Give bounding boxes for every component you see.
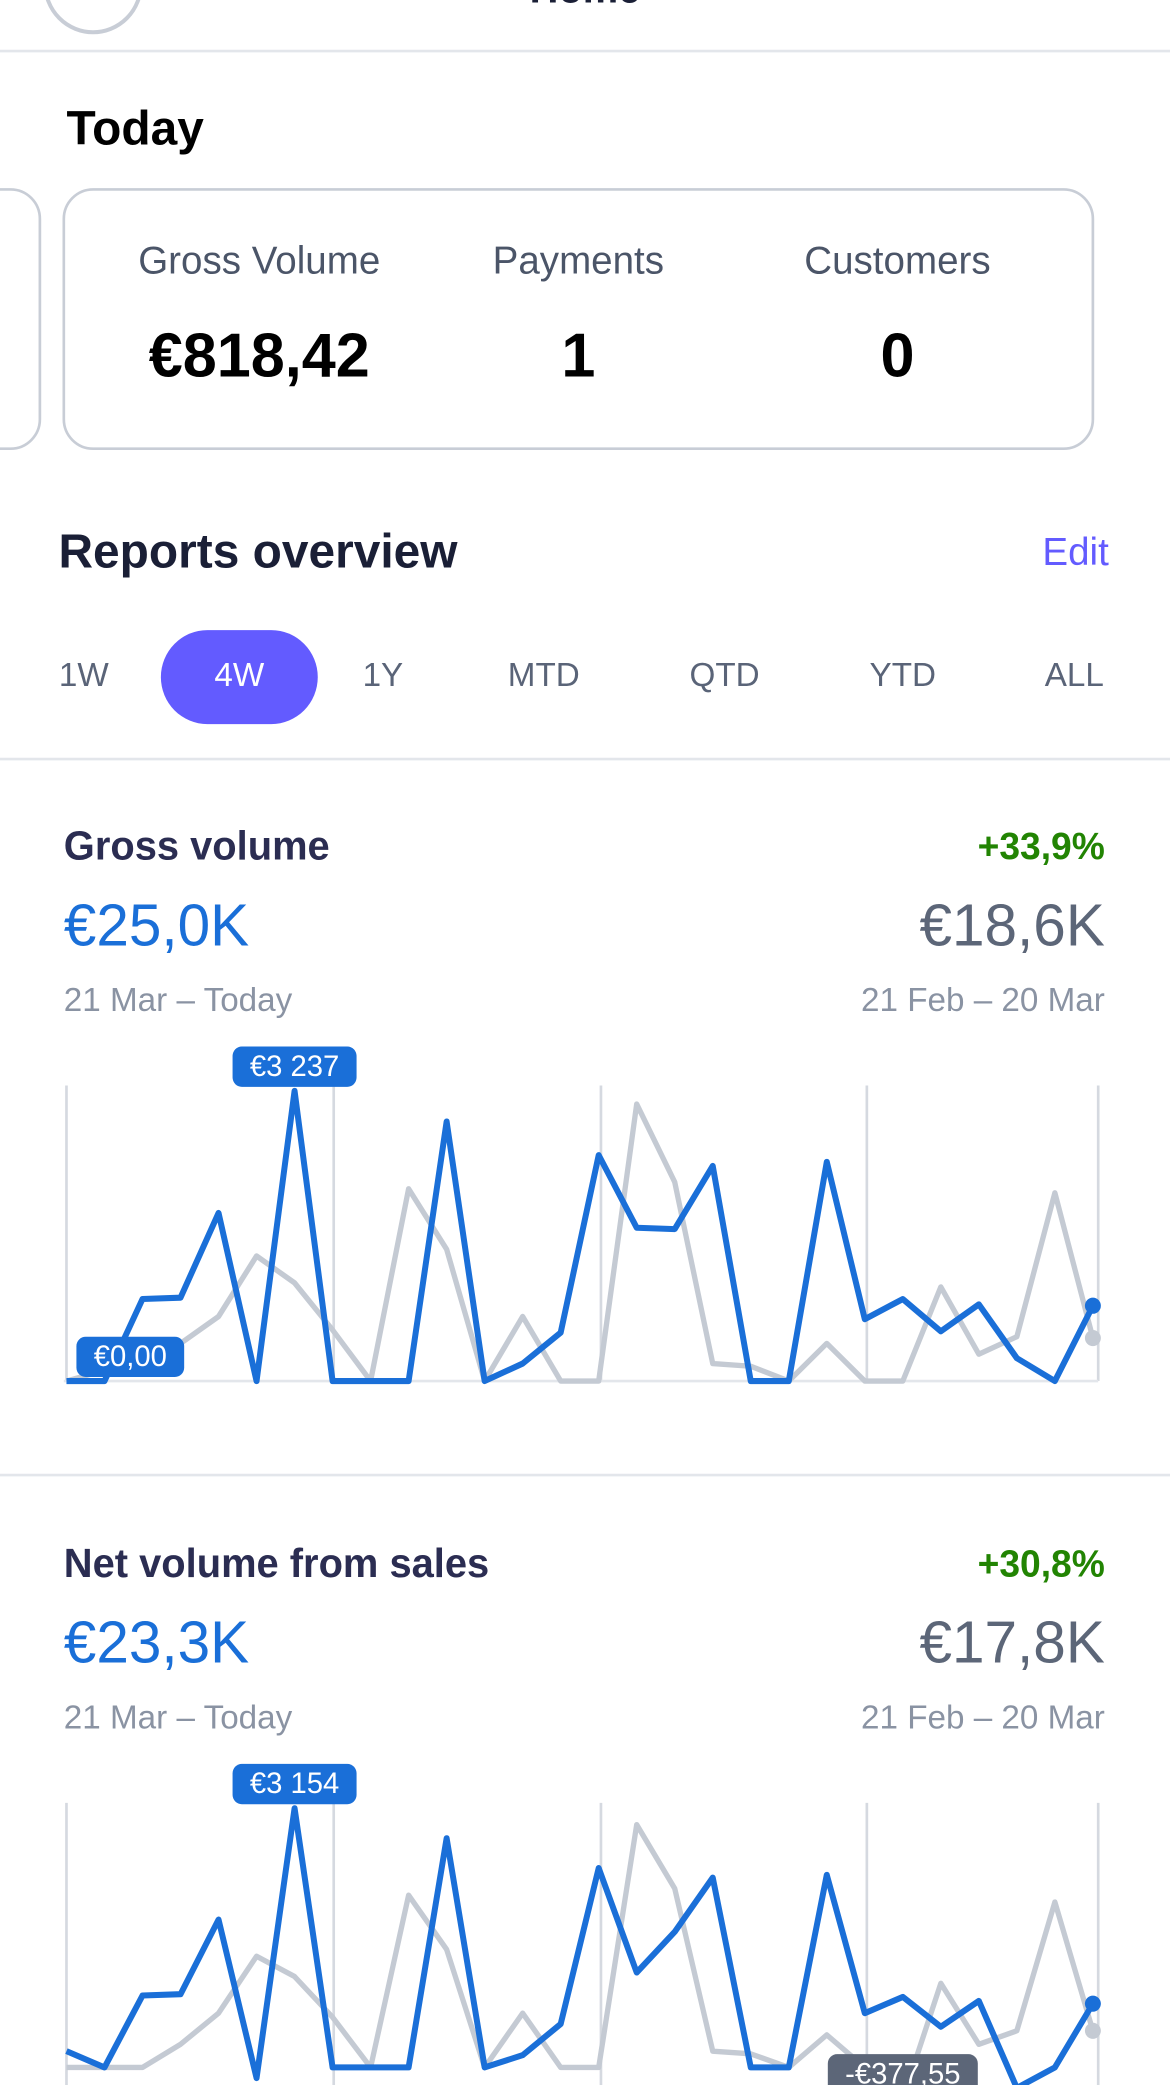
previous-total: €17,8K [919, 1610, 1104, 1675]
stat-label: Payments [493, 239, 664, 282]
current-period: 21 Mar – Today [64, 1699, 293, 1736]
range-tab[interactable]: ALL [1045, 657, 1104, 694]
stat-label: Gross Volume [138, 239, 380, 282]
previous-total: €18,6K [919, 893, 1104, 958]
end-dot [1084, 1995, 1101, 2012]
value-pill [827, 2054, 978, 2085]
stat-value: 1 [561, 321, 595, 390]
header-title: Home [530, 0, 641, 12]
value-label: €3 237 [250, 1050, 339, 1083]
reports-title: Reports overview [59, 524, 459, 578]
stat-value: €818,42 [149, 321, 370, 390]
chart-title: Net volume from sales [64, 1542, 489, 1586]
today-title: Today [66, 101, 204, 155]
series-line [66, 1821, 1096, 2085]
previous-period: 21 Feb – 20 Mar [861, 1699, 1105, 1736]
today-card[interactable] [62, 188, 1095, 451]
current-total: €25,0K [64, 893, 249, 958]
range-tab[interactable]: QTD [690, 657, 760, 694]
range-selected[interactable] [160, 630, 318, 725]
previous-period: 21 Feb – 20 Mar [861, 982, 1105, 1019]
end-dot [1084, 2022, 1101, 2039]
change: +30,8% [978, 1542, 1105, 1584]
value-pill [232, 1763, 357, 1805]
prev-card[interactable] [0, 188, 42, 451]
end-dot [1084, 1329, 1101, 1347]
stat-label: Customers [804, 239, 990, 282]
end-dot [1084, 1297, 1101, 1314]
series-line [66, 1087, 1096, 1385]
series-line [65, 1805, 1096, 2085]
value-pill [232, 1046, 357, 1087]
current-period: 21 Mar – Today [64, 982, 293, 1019]
range-tab[interactable]: YTD [870, 657, 936, 694]
avatar[interactable] [45, 0, 141, 35]
range-tab[interactable]: MTD [508, 657, 580, 694]
range-tab[interactable]: 4W [214, 657, 264, 694]
value-label: €3 154 [250, 1767, 339, 1800]
stat-value: 0 [880, 321, 914, 390]
change: +33,9% [978, 825, 1105, 867]
current-total: €23,3K [64, 1610, 249, 1675]
value-label: -€377,55 [845, 2057, 960, 2085]
range-tab[interactable]: 1W [59, 657, 109, 694]
range-tab[interactable]: 1Y [363, 657, 404, 694]
edit-link[interactable]: Edit [1042, 531, 1109, 574]
value-pill [76, 1336, 185, 1378]
value-label: €0,00 [94, 1340, 167, 1373]
chart-title: Gross volume [64, 825, 330, 869]
